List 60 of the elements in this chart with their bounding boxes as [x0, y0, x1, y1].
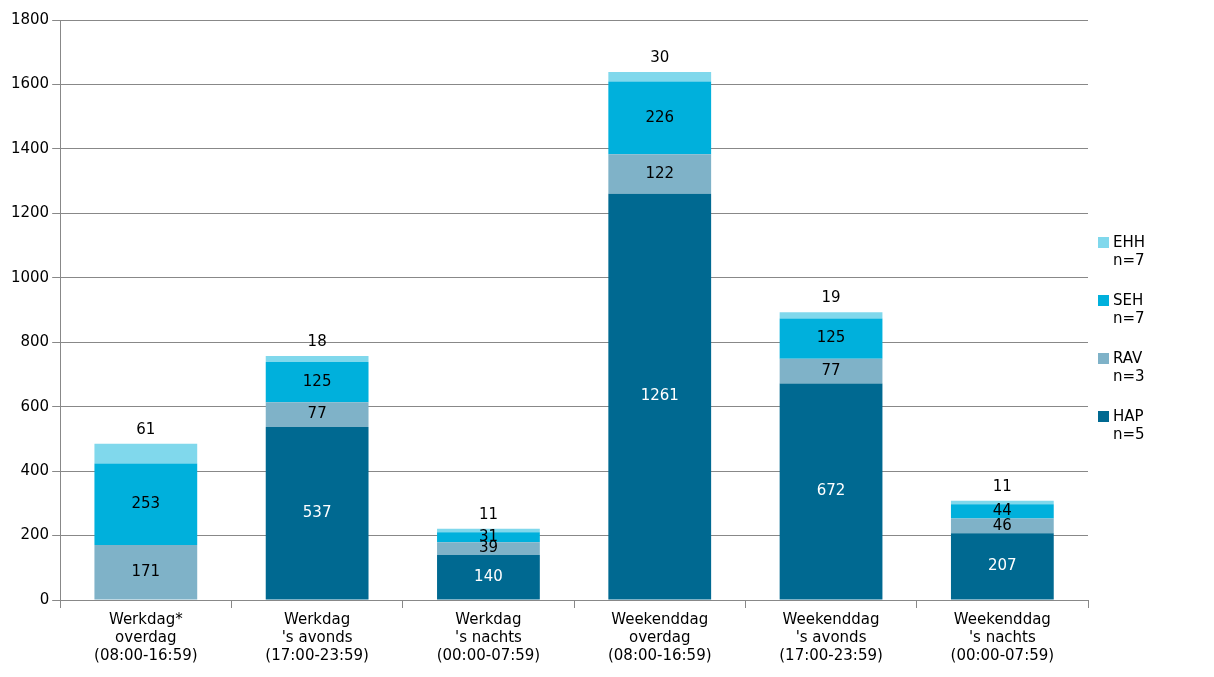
bar [94, 544, 198, 600]
y-tick-label: 1000 [10, 267, 50, 286]
y-tick-label: 400 [20, 461, 50, 479]
data-label: 61 [136, 419, 156, 438]
legend-label: HAP n=5 [1113, 407, 1146, 443]
bar [265, 402, 369, 427]
x-tick-label: Werkdag 's avonds (17:00-23:59) [265, 609, 369, 664]
x-tick-label: Weekenddag 's avonds (17:00-23:59) [779, 609, 883, 664]
bar [265, 426, 369, 600]
data-label: 11 [478, 504, 498, 523]
data-label: 77 [307, 404, 327, 423]
data-label: 537 [302, 503, 332, 522]
data-label: 30 [650, 47, 670, 66]
legend-label: RAV n=3 [1113, 349, 1146, 385]
data-label: 1261 [640, 386, 679, 405]
data-label: 11 [992, 476, 1012, 495]
bar [779, 318, 883, 359]
y-tick-label: 800 [20, 332, 50, 351]
data-label: 46 [992, 515, 1012, 534]
y-tick-label: 1400 [10, 138, 50, 157]
bar [608, 81, 712, 155]
legend-label: EHH n=7 [1113, 233, 1147, 269]
data-label: 122 [645, 163, 675, 182]
data-label: 171 [131, 562, 161, 581]
bar [608, 71, 712, 82]
y-tick-label: 1800 [10, 9, 50, 28]
legend-label: SEH n=7 [1113, 291, 1146, 327]
y-tick-label: 0 [39, 589, 50, 608]
y-tick-label: 1600 [10, 74, 50, 93]
bar [950, 533, 1054, 600]
bar [779, 358, 883, 384]
data-label: 125 [302, 371, 332, 390]
bar [437, 542, 540, 555]
x-tick-label: Weekenddag overdag (08:00-16:59) [607, 609, 712, 664]
bar [94, 463, 198, 545]
data-label: 18 [307, 331, 327, 350]
x-tick-label: Werkdag 's nachts (00:00-07:59) [436, 609, 541, 664]
x-tick-label: Werkdag* overdag (08:00-16:59) [94, 609, 198, 664]
y-tick-label: 1200 [10, 203, 50, 222]
data-label: 226 [645, 107, 675, 126]
data-label: 19 [821, 288, 841, 307]
data-label: 125 [816, 328, 846, 347]
y-tick-label: 600 [20, 396, 50, 415]
bar [950, 518, 1054, 534]
data-label: 207 [988, 556, 1017, 575]
bar [608, 154, 712, 194]
bar [94, 443, 198, 464]
bar [779, 383, 883, 600]
x-tick-label: Weekenddag 's nachts (00:00-07:59) [950, 609, 1055, 664]
bar [779, 312, 883, 319]
data-label: 672 [816, 481, 846, 500]
data-label: 253 [131, 494, 161, 513]
bar [265, 356, 369, 362]
data-label: 77 [821, 360, 841, 379]
bar [265, 361, 369, 403]
y-tick-label: 200 [20, 525, 50, 544]
data-label: 140 [474, 567, 503, 586]
bar [608, 193, 712, 600]
bar [437, 554, 540, 600]
bar [950, 504, 1054, 519]
